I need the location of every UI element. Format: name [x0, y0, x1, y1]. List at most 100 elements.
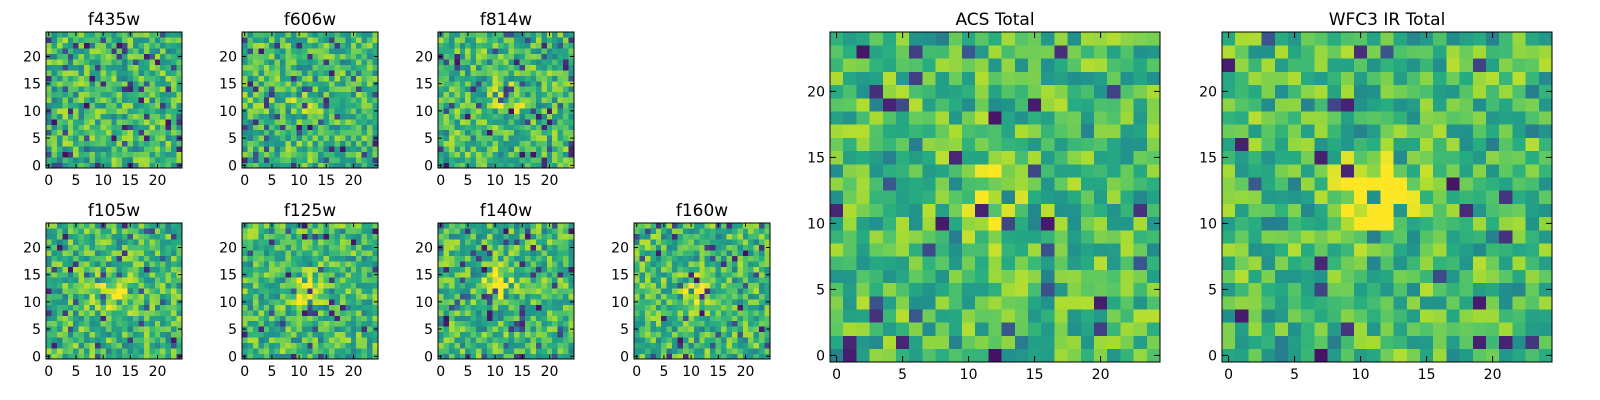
heatmap-cell — [285, 37, 292, 44]
heatmap-cell — [737, 342, 744, 349]
heatmap-cell — [492, 315, 499, 322]
heatmap-cell — [46, 320, 52, 327]
heatmap-cell — [78, 80, 85, 87]
heatmap-cell — [710, 299, 716, 305]
heatmap-cell — [470, 157, 477, 163]
heatmap-cell — [361, 162, 368, 169]
heatmap-cell — [535, 326, 542, 333]
heatmap-cell — [497, 80, 504, 87]
heatmap-cell — [154, 102, 161, 109]
heatmap-cell — [100, 119, 107, 125]
heatmap-cell — [94, 102, 101, 109]
heatmap-cell — [171, 310, 177, 316]
heatmap-cell — [1001, 203, 1016, 218]
heatmap-cell — [263, 108, 270, 114]
heatmap-cell — [345, 288, 352, 295]
heatmap-cell — [759, 277, 765, 284]
heatmap-cell — [1067, 230, 1082, 244]
heatmap-cell — [481, 119, 488, 125]
heatmap-cell — [715, 320, 722, 327]
heatmap-cell — [274, 331, 281, 338]
heatmap-cell — [247, 48, 254, 55]
heatmap-cell — [274, 304, 281, 311]
heatmap-cell — [89, 102, 96, 109]
heatmap-cell — [486, 239, 493, 246]
heatmap-cell — [171, 266, 177, 273]
heatmap-cell — [688, 331, 695, 338]
heatmap-cell — [307, 140, 314, 147]
heatmap-cell — [269, 64, 275, 71]
heatmap-cell — [650, 255, 657, 262]
heatmap-cell — [508, 37, 515, 44]
heatmap-cell — [655, 277, 662, 284]
heatmap-cell — [247, 108, 254, 114]
heatmap-cell — [176, 223, 183, 229]
heatmap-cell — [753, 282, 760, 289]
heatmap-cell — [269, 326, 275, 333]
heatmap-cell — [563, 53, 569, 60]
heatmap-cell — [356, 48, 362, 55]
heatmap-cell — [519, 70, 526, 76]
heatmap-cell — [138, 64, 145, 71]
heatmap-cell — [459, 353, 466, 360]
heatmap-cell — [89, 271, 96, 278]
heatmap-cell — [290, 64, 297, 71]
heatmap-cell — [737, 293, 744, 300]
heatmap-cell — [345, 140, 352, 147]
heatmap-cell — [557, 326, 564, 333]
heatmap-cell — [350, 228, 357, 235]
heatmap-cell — [51, 157, 58, 163]
heatmap-cell — [105, 42, 112, 49]
heatmap-cell — [476, 348, 482, 354]
heatmap-cell — [1120, 164, 1134, 178]
heatmap-cell — [715, 233, 722, 240]
heatmap-cell — [301, 59, 308, 65]
heatmap-cell — [869, 282, 884, 297]
heatmap-cell — [84, 348, 90, 354]
heatmap-cell — [149, 239, 156, 246]
heatmap-cell — [78, 113, 85, 120]
heatmap-cell — [443, 342, 450, 349]
heatmap-cell — [51, 320, 58, 327]
heatmap-cell — [568, 97, 575, 104]
heatmap-cell — [301, 244, 308, 251]
heatmap-cell — [514, 119, 520, 125]
heatmap-cell — [1094, 335, 1108, 350]
heatmap-cell — [644, 337, 651, 343]
heatmap-cell — [127, 59, 134, 65]
heatmap-cell — [285, 91, 292, 98]
heatmap-cell — [682, 239, 689, 246]
heatmap-cell — [329, 91, 335, 98]
heatmap-cell — [541, 310, 548, 316]
heatmap-cell — [666, 304, 673, 311]
heatmap-cell — [486, 59, 493, 65]
heatmap-cell — [497, 119, 504, 125]
heatmap-cell — [116, 223, 123, 229]
heatmap-cell — [465, 315, 471, 322]
heatmap-cell — [909, 309, 923, 323]
heatmap-cell — [639, 310, 646, 316]
heatmap-cell — [731, 331, 738, 338]
heatmap-cell — [307, 250, 314, 256]
heatmap-cell — [535, 348, 542, 354]
heatmap-cell — [525, 97, 531, 104]
heatmap-cell — [726, 277, 733, 284]
heatmap-cell — [476, 59, 482, 65]
heatmap-cell — [737, 250, 744, 256]
heatmap-cell — [476, 304, 482, 311]
heatmap-cell — [882, 309, 897, 323]
heatmap-cell — [438, 228, 444, 235]
heatmap-cell — [301, 282, 308, 289]
heatmap-cell — [247, 91, 254, 98]
heatmap-cell — [448, 97, 455, 104]
heatmap-cell — [568, 255, 575, 262]
heatmap-cell — [650, 331, 657, 338]
heatmap-cell — [56, 277, 63, 284]
heatmap-cell — [46, 64, 52, 71]
heatmap-cell — [176, 331, 183, 338]
heatmap-cell — [51, 91, 58, 98]
heatmap-cell — [263, 59, 270, 65]
heatmap-cell — [470, 119, 477, 125]
heatmap-cell — [492, 37, 499, 44]
heatmap-cell — [688, 266, 695, 273]
